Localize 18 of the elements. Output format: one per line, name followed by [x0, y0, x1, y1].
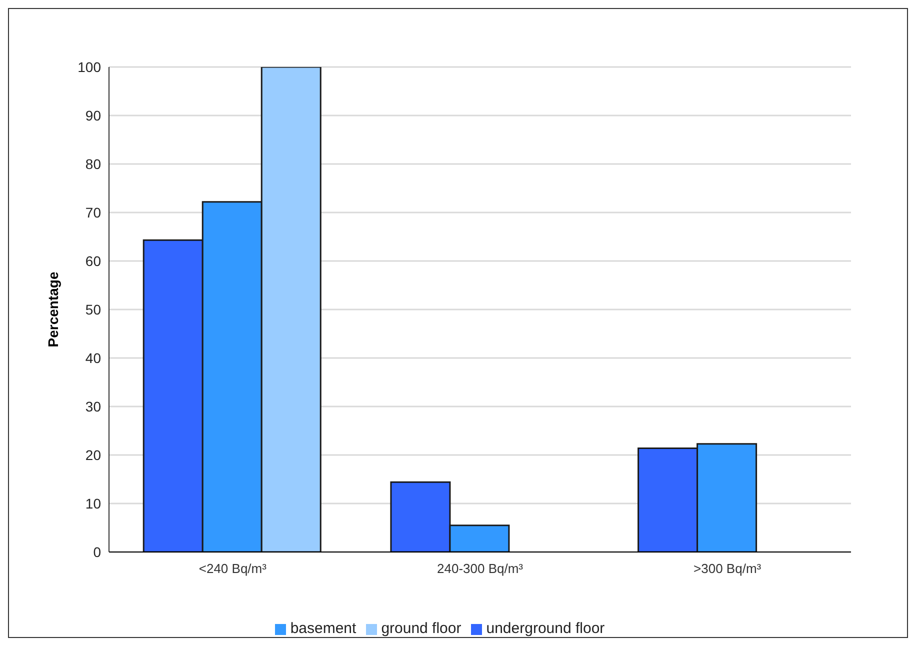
legend-label: ground floor [381, 620, 462, 637]
y-axis-title: Percentage [44, 272, 61, 348]
legend-label: basement [290, 620, 356, 637]
x-tick-label: 240-300 Bq/m³ [437, 561, 524, 576]
y-tick-label: 50 [85, 301, 102, 318]
y-tick-label: 60 [85, 252, 102, 269]
x-tick-label: >300 Bq/m³ [694, 561, 762, 576]
x-tick-label: <240 Bq/m³ [198, 561, 268, 576]
legend-label: underground floor [486, 620, 605, 637]
y-tick-label: 40 [85, 350, 102, 366]
y-tick-label: 30 [85, 398, 102, 414]
y-tick-label: 80 [85, 156, 102, 172]
y-tick-label: 70 [85, 204, 102, 220]
y-tick-label: 10 [85, 495, 102, 512]
y-tick-label: 0 [93, 544, 102, 560]
y-tick-label: 100 [78, 58, 102, 75]
y-tick-label: 90 [85, 107, 102, 124]
y-tick-label: 20 [85, 446, 102, 463]
